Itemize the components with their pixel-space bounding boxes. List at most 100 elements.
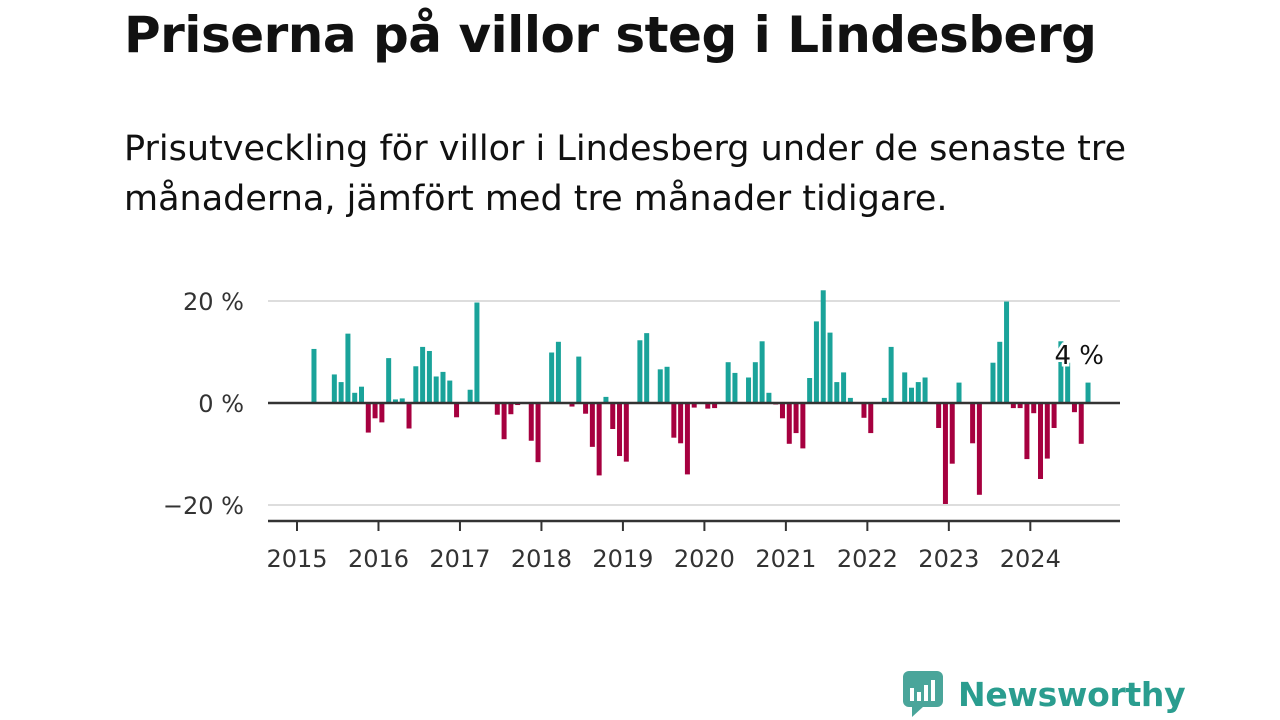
bar-positive [345,333,351,403]
annotation-label: 4 % [1054,341,1104,371]
bar-positive [888,346,894,403]
bar-positive [915,382,921,403]
x-tick-label: 2016 [348,545,409,573]
x-tick-label: 2024 [1000,545,1061,573]
bar-positive [834,382,840,403]
grid-layer [268,300,1120,506]
bar-positive [352,392,358,403]
bar-positive [644,333,650,403]
chart-subtitle: Prisutveckling för villor i Lindesberg u… [124,129,1127,219]
bar-negative [712,403,718,409]
bar-negative [936,403,942,428]
bar-positive [359,386,364,403]
bar-negative [1010,403,1016,409]
bar-negative [1038,403,1044,479]
bar-negative [793,403,799,434]
bar-negative [1044,403,1050,459]
bar-negative [1017,403,1023,409]
x-tick-label: 2021 [755,545,816,573]
bar-positive [909,387,914,403]
bar-chart: 20 % 0 % −20 % 2015 2016 2017 2018 2019 2020 2021… [163,288,1120,573]
bar-positive [549,352,555,403]
bar-negative [1071,403,1077,413]
bar-positive [841,372,847,403]
bar-positive [766,392,772,403]
bar-negative [868,403,874,434]
bar-positive [467,389,473,403]
bar-negative [454,403,460,418]
bar-positive [847,397,853,403]
bar-negative [365,403,371,433]
x-tick-label: 2018 [511,545,572,573]
bar-negative [684,403,690,475]
bar-negative [508,403,514,415]
bar-positive [1065,362,1071,403]
bar-positive [426,350,432,403]
bar-positive [746,377,752,403]
bar-positive [732,372,738,403]
bar-positive [956,382,962,403]
bar-positive [311,348,317,403]
bar-positive [413,366,419,403]
x-tick-label: 2019 [592,545,653,573]
brand-logo: Newsworthy [902,670,1186,718]
bar-positive [386,358,392,403]
chart-title: Priserna på villor steg i Lindesberg [124,6,1097,64]
bar-positive [338,382,344,403]
bar-positive [820,290,826,403]
y-tick-label: 0 % [198,390,244,418]
bar-positive [392,399,398,403]
bar-positive [813,321,819,403]
bars-layer [311,290,1091,504]
bar-negative [494,403,500,415]
bar-negative [596,403,602,476]
bar-positive [664,366,670,403]
bar-negative [501,403,507,440]
bar-negative [671,403,677,438]
bar-positive [1058,341,1064,403]
bar-negative [610,403,616,430]
bar-positive [433,376,439,403]
bar-positive [637,340,643,403]
bar-positive [827,332,833,403]
x-tick-label: 2017 [429,545,490,573]
bar-negative [569,403,575,407]
x-tick-label: 2015 [266,545,327,573]
x-tick-label: 2023 [918,545,979,573]
bar-negative [779,403,785,419]
bar-negative [970,403,976,444]
bar-positive [752,362,758,403]
bar-negative [379,403,385,423]
bar-negative [406,403,412,429]
bar-positive [1085,382,1091,403]
bar-negative [861,403,867,418]
label-layer: 20 % 0 % −20 % 2015 2016 2017 2018 2019 2020 2021… [163,288,1107,573]
bar-positive [725,362,731,403]
bar-negative [691,403,697,408]
bar-positive [807,378,813,403]
bar-negative [942,403,948,504]
bar-positive [474,302,480,403]
bar-positive [576,356,582,403]
bar-negative [535,403,541,463]
bar-negative [583,403,589,414]
bar-positive [440,371,446,403]
bar-positive [657,369,663,403]
bar-positive [447,380,453,403]
bar-negative [589,403,595,447]
bar-positive [922,377,928,403]
bar-negative [1051,403,1057,428]
brand-name: Newsworthy [958,674,1186,714]
bar-positive [990,362,996,403]
bar-negative [678,403,684,444]
y-tick-label: 20 % [183,288,244,316]
bar-negative [705,403,711,409]
bar-positive [997,341,1003,403]
bar-negative [949,403,955,464]
bar-positive [881,397,887,403]
y-tick-label: −20 % [163,492,244,520]
bar-positive [399,398,405,403]
bar-positive [555,341,561,403]
bar-positive [1004,301,1010,403]
bar-negative [617,403,623,457]
